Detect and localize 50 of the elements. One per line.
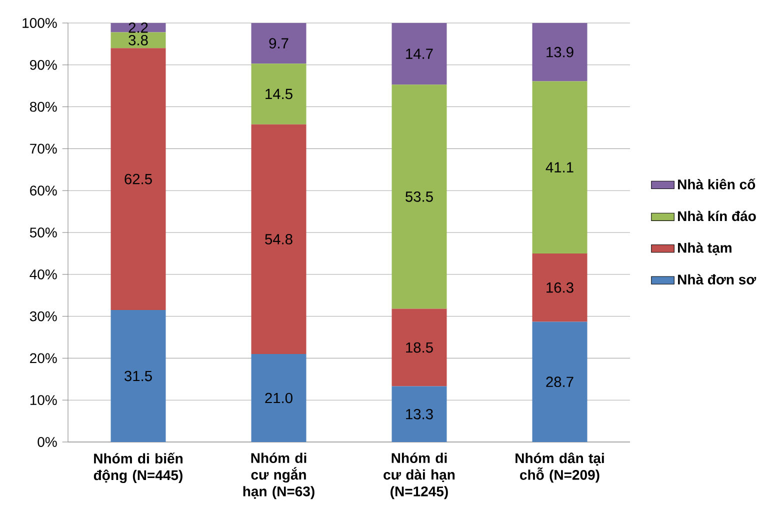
legend-label: Nhà tạm bbox=[678, 242, 732, 256]
y-tick-label: 50% bbox=[30, 228, 57, 238]
legend-label: Nhà đơn sơ bbox=[678, 274, 756, 285]
data-label: 54.8 bbox=[265, 234, 292, 244]
legend-label: Nhà kín đáo bbox=[678, 210, 756, 222]
legend-label: Nhà kiên cố bbox=[678, 178, 756, 190]
data-label: 13.9 bbox=[546, 46, 574, 58]
y-tick-label: 40% bbox=[30, 269, 57, 280]
bar bbox=[251, 64, 306, 124]
x-tick-label: Nhóm di cư ngắn hạn (N=63) bbox=[243, 452, 314, 500]
y-tick-label: 60% bbox=[30, 186, 57, 196]
data-label: 53.5 bbox=[406, 191, 433, 202]
data-label: 14.7 bbox=[406, 48, 433, 59]
data-label: 18.5 bbox=[406, 342, 433, 353]
bar bbox=[110, 310, 166, 442]
y-tick-label: 70% bbox=[30, 144, 57, 154]
y-tick-label: 10% bbox=[30, 395, 57, 406]
bar bbox=[392, 84, 447, 309]
x-tick-label: Nhóm di biến động (N=445) bbox=[94, 452, 182, 484]
bar bbox=[532, 22, 588, 82]
bar bbox=[251, 354, 306, 442]
data-label: 62.5 bbox=[124, 174, 152, 184]
bar bbox=[392, 386, 447, 442]
data-label: 2.2 bbox=[128, 22, 148, 33]
bar bbox=[532, 81, 588, 254]
x-tick-label: Nhóm di cư dài hạn (N=1245) bbox=[384, 452, 455, 500]
bar bbox=[251, 124, 306, 354]
y-tick-label: 0% bbox=[38, 437, 57, 447]
y-tick-label: 30% bbox=[30, 311, 57, 322]
bar bbox=[532, 322, 588, 442]
bar bbox=[110, 48, 166, 310]
data-label: 9.7 bbox=[269, 38, 288, 49]
x-tick-label: Nhóm dân tại chỗ (N=209) bbox=[516, 452, 604, 483]
bar bbox=[392, 22, 447, 85]
y-tick-label: 20% bbox=[30, 353, 57, 364]
y-tick-label: 80% bbox=[30, 102, 57, 112]
bar bbox=[532, 253, 588, 322]
data-label: 41.1 bbox=[546, 162, 574, 172]
data-label: 16.3 bbox=[546, 282, 574, 293]
data-label: 21.0 bbox=[265, 392, 292, 404]
bar bbox=[110, 32, 166, 48]
y-tick-label: 90% bbox=[30, 60, 57, 70]
data-label: 28.7 bbox=[546, 376, 574, 388]
data-label: 31.5 bbox=[124, 370, 152, 382]
y-tick-label: 100% bbox=[22, 18, 57, 28]
data-label: 13.3 bbox=[406, 408, 433, 420]
bar bbox=[251, 22, 306, 64]
bar bbox=[392, 308, 447, 386]
data-label: 14.5 bbox=[266, 88, 292, 100]
data-label: 3.8 bbox=[128, 34, 148, 46]
